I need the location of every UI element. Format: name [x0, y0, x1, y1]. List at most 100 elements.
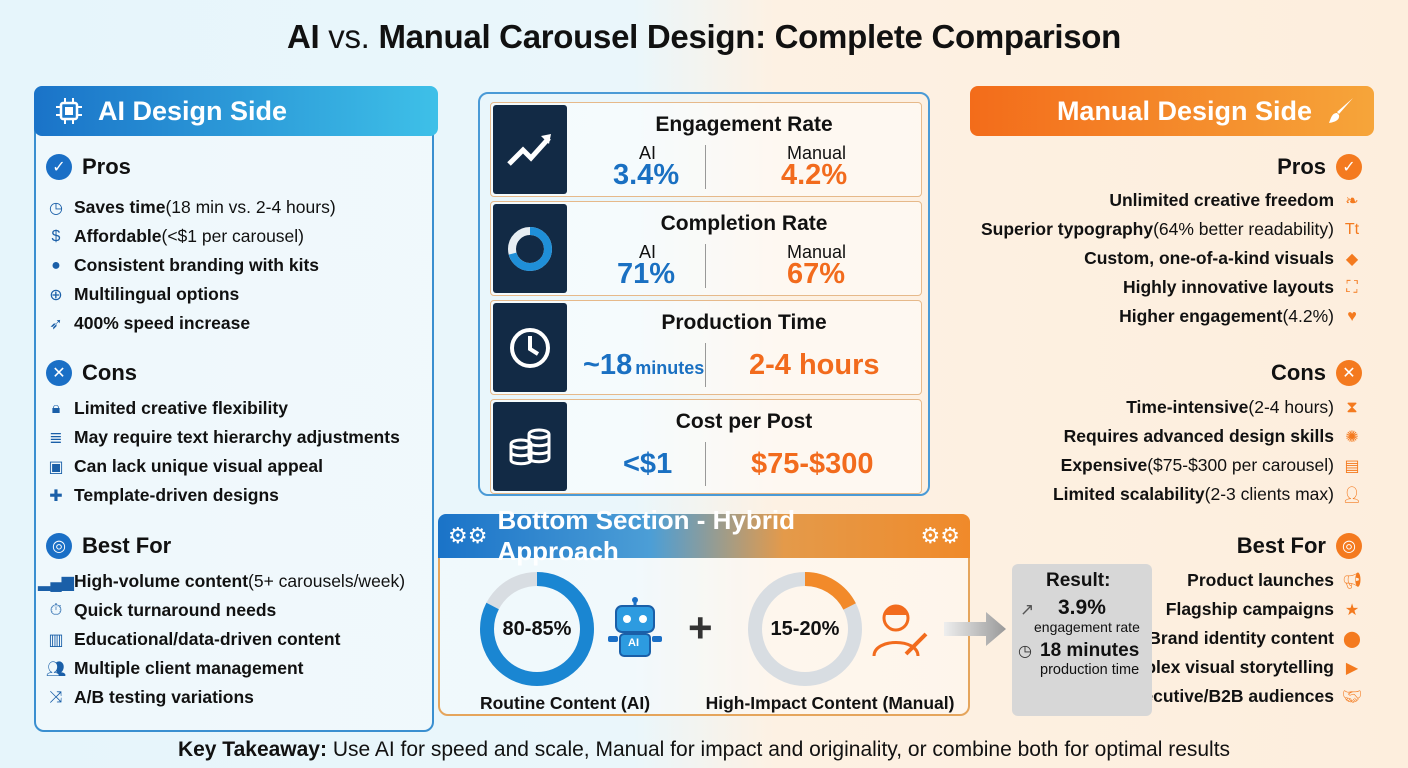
ai-design-heading: AI Design Side: [98, 95, 288, 126]
result-time-label: production time: [1040, 662, 1140, 678]
manual-pro-item: Superior typography (64% better readabil…: [981, 219, 1362, 240]
chip-icon: [52, 94, 86, 128]
manual-con-item: Requires advanced design skills ✺: [1064, 426, 1362, 447]
designer-icon: [870, 598, 930, 660]
diamond-icon: ◆: [1345, 250, 1359, 268]
star-icon: ★: [1344, 601, 1360, 619]
ai-best-title: ◎ Best For: [46, 533, 171, 559]
film-icon: ▶: [1345, 659, 1359, 677]
ai-design-panel: [34, 86, 434, 732]
title-ai: AI: [287, 18, 320, 55]
ai-pro-item: ◷ Saves time (18 min vs. 2-4 hours): [46, 197, 336, 218]
text-hierarchy-icon: ≣: [49, 429, 63, 447]
plus-sign: +: [688, 604, 713, 651]
metric-ai-value: 71%: [617, 258, 676, 290]
shuffle-icon: ⤨: [49, 688, 63, 706]
manual-con-item: Limited scalability (2-3 clients max) 👤︎: [1052, 484, 1363, 504]
metric-ai-unit: minutes: [635, 358, 705, 378]
metric-divider: [705, 145, 706, 189]
puzzle-icon: ✚: [49, 487, 63, 505]
metric-title: Cost per Post: [675, 410, 813, 433]
manual-best-item: Complex visual storytelling ▶: [1106, 657, 1362, 678]
metric-ai-value: 3.4%: [613, 159, 680, 191]
metric-divider: [705, 244, 706, 288]
ai-pro-item: ⊕ Multilingual options: [46, 284, 239, 305]
progress-ring-icon: [493, 204, 567, 293]
manual-best-item: Brand identity content ⬤: [1148, 628, 1361, 648]
manual-con-item: Expensive ($75-$300 per carousel) ▤: [1061, 455, 1362, 476]
person-icon: 👤︎: [1341, 486, 1363, 504]
gears-icon: ⚙⚙: [920, 523, 960, 548]
ai-pros-title: ✓ Pros: [46, 154, 131, 180]
metric-manual-value: $75-$300: [751, 448, 874, 480]
metric-manual-value: 2-4 hours: [749, 349, 880, 381]
metric-ai-label: AI: [639, 242, 657, 262]
bar-chart-icon: ▂▄▆: [38, 573, 74, 591]
manual-caption: High-Impact Content (Manual): [705, 693, 955, 713]
key-takeaway: Key Takeaway: Use AI for speed and scale…: [0, 738, 1408, 762]
ai-pro-item: ➶ 400% speed increase: [46, 313, 250, 334]
metrics-panel: Engagement Rate AI 3.4% Manual 4.2% Comp…: [478, 92, 930, 496]
ai-best-item: ⤨ A/B testing variations: [46, 687, 254, 708]
metric-title: Completion Rate: [660, 212, 828, 235]
manual-design-heading: Manual Design Side: [1056, 95, 1312, 126]
manual-share-label: 15-20%: [770, 618, 840, 640]
metric-manual-value: 67%: [787, 258, 846, 290]
book-icon: ▥: [48, 631, 64, 649]
handshake-icon: 🤝︎: [1341, 688, 1363, 706]
hybrid-heading: Bottom Section - Hybrid Approach: [497, 505, 796, 566]
title-vs: vs.: [328, 18, 370, 55]
ai-pro-item: ● Consistent branding with kits: [46, 255, 319, 276]
metric-divider: [705, 343, 706, 387]
result-time-value: 18 minutes: [1040, 640, 1140, 661]
target-icon: ◎: [1336, 533, 1362, 559]
trend-up-icon: [493, 105, 567, 194]
megaphone-icon: 📢︎: [1341, 572, 1363, 590]
paintbrush-icon: [1324, 94, 1358, 128]
manual-best-title: Best For ◎: [1237, 533, 1362, 559]
manual-pro-item: Unlimited creative freedom ❧: [1109, 190, 1362, 211]
clock-icon: ◷: [1018, 643, 1032, 660]
manual-best-item: Flagship campaigns ★: [1166, 599, 1362, 620]
typography-icon: Tt: [1344, 220, 1360, 238]
users-icon: 👥︎: [45, 660, 67, 678]
money-bag-icon: $: [51, 227, 61, 245]
ai-best-item: ▥ Educational/data-driven content: [46, 629, 340, 650]
x-circle-icon: ✕: [46, 360, 72, 386]
manual-pro-item: Higher engagement (4.2%) ♥: [1119, 306, 1362, 327]
robot-icon: AI: [602, 596, 668, 662]
result-box: [1012, 564, 1152, 716]
ai-share-donut: [480, 572, 594, 686]
metric-ai-value: <$1: [623, 448, 673, 480]
manual-share-donut: [748, 572, 862, 686]
manual-share-arc: [748, 572, 862, 686]
manual-pros-title: Pros ✓: [1277, 154, 1362, 180]
metric-engagement-rate: Engagement Rate AI 3.4% Manual 4.2%: [490, 102, 922, 197]
metric-completion-rate: Completion Rate AI 71% Manual 67%: [490, 201, 922, 296]
result-title: Result:: [1046, 570, 1111, 591]
brain-icon: ✺: [1345, 428, 1359, 446]
takeaway-text: Use AI for speed and scale, Manual for i…: [326, 738, 1231, 761]
metric-manual-value: 4.2%: [781, 159, 848, 191]
manual-best-item: Executive/B2B audiences 🤝︎: [1121, 686, 1363, 706]
hybrid-header: ⚙⚙ Bottom Section - Hybrid Approach ⚙⚙: [438, 505, 970, 566]
check-icon: ✓: [46, 154, 72, 180]
manual-con-item: Time-intensive (2-4 hours) ⧗: [1126, 397, 1362, 418]
ai-best-item: ▂▄▆ High-volume content (5+ carousels/wee…: [38, 571, 406, 591]
clock-icon: [493, 303, 567, 392]
metric-title: Engagement Rate: [655, 113, 833, 136]
ai-cons-title: ✕ Cons: [46, 360, 137, 386]
manual-pro-item: Highly innovative layouts ⛶: [1123, 277, 1362, 298]
lock-icon: 🔒︎: [51, 399, 61, 417]
metric-ai-value: ~18 minutes: [583, 349, 705, 381]
metric-cost-per-post: Cost per Post <$1 $75-$300: [490, 399, 922, 494]
clock-icon: ◷: [49, 199, 63, 217]
ai-best-item: ⏱︎ Quick turnaround needs: [46, 600, 277, 621]
ai-con-item: ≣ May require text hierarchy adjustments: [46, 427, 400, 448]
feather-icon: ❧: [1345, 192, 1359, 210]
metric-divider: [705, 442, 706, 486]
layout-icon: ⛶: [1346, 278, 1358, 296]
ai-con-item: ▣ Can lack unique visual appeal: [46, 456, 323, 477]
rocket-icon: ➶: [49, 315, 63, 333]
title-rest: Manual Carousel Design: Complete Compari…: [378, 18, 1121, 55]
